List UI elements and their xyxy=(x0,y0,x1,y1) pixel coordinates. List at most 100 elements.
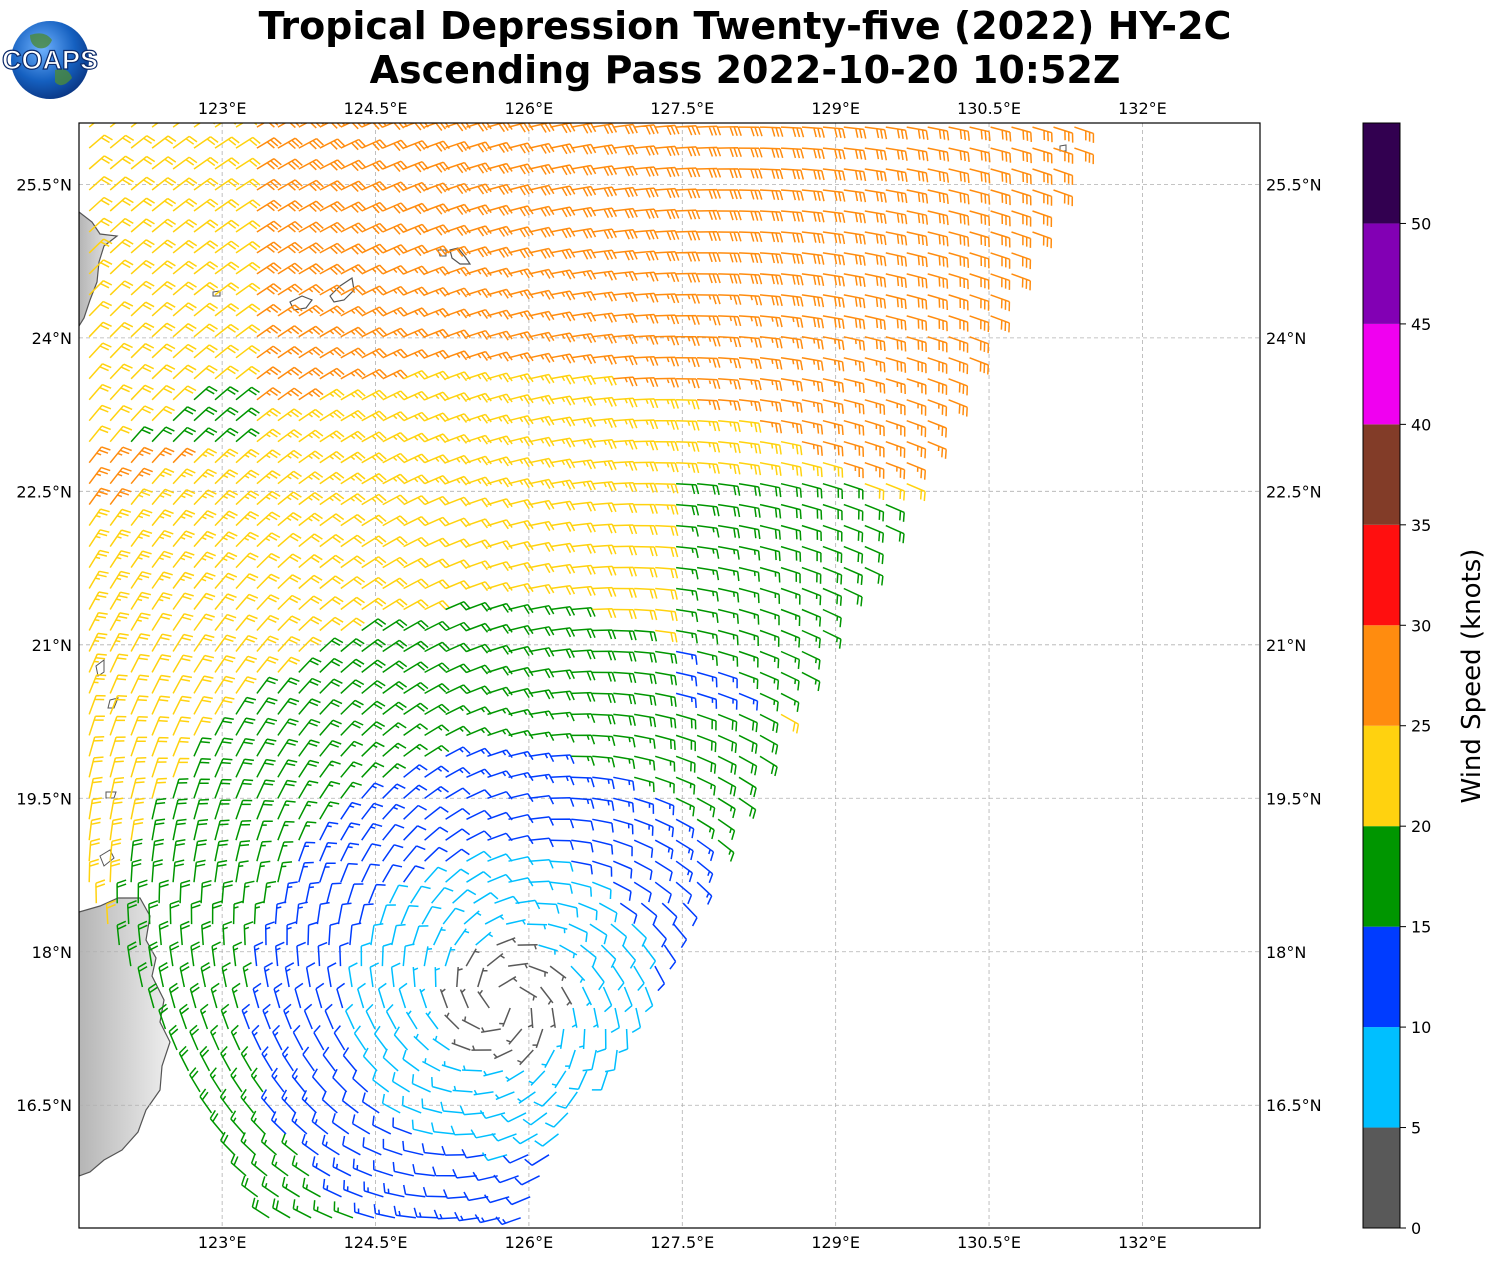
wind-barb xyxy=(487,435,513,446)
wind-barb xyxy=(256,758,276,778)
wind-barb xyxy=(361,285,387,296)
wind-barb xyxy=(235,758,254,778)
wind-barb xyxy=(403,265,429,276)
wind-barb xyxy=(361,721,386,736)
wind-barb xyxy=(168,982,179,1009)
wind-barb xyxy=(283,1003,292,1030)
wind-barb xyxy=(487,602,513,613)
wind-barb xyxy=(403,619,429,632)
wind-barb xyxy=(718,252,742,263)
wind-barb xyxy=(88,797,102,820)
wind-barb xyxy=(88,674,107,694)
wind-barb xyxy=(759,126,784,137)
wind-barb xyxy=(433,1209,458,1220)
wind-barb xyxy=(571,480,596,491)
wind-barb xyxy=(822,399,844,414)
wind-barb xyxy=(550,479,576,490)
wind-barb xyxy=(571,1007,578,1028)
wind-barb xyxy=(655,545,679,558)
wind-barb xyxy=(529,858,554,869)
wind-barb xyxy=(613,292,638,303)
wind-barb xyxy=(759,399,783,413)
wind-barb xyxy=(969,357,990,375)
wind-barb xyxy=(592,312,617,323)
wind-barb xyxy=(393,1026,409,1051)
wind-barb xyxy=(151,612,173,631)
wind-barb xyxy=(109,674,128,694)
wind-barb xyxy=(759,378,783,391)
wind-barb xyxy=(517,1091,536,1104)
wind-barb xyxy=(948,210,970,226)
wind-barb xyxy=(256,490,281,506)
wind-barb xyxy=(885,483,906,501)
wind-barb xyxy=(592,565,617,576)
wind-barb xyxy=(340,679,365,694)
wind-barb xyxy=(151,818,166,841)
wind-barb xyxy=(456,967,463,988)
wind-barb xyxy=(655,272,680,283)
wind-barb xyxy=(621,944,637,969)
wind-barb xyxy=(801,440,823,456)
wind-barb xyxy=(634,419,659,430)
wind-barb xyxy=(382,411,408,422)
wind-barb xyxy=(151,426,175,443)
wind-barb xyxy=(424,683,450,695)
colorbar-bin xyxy=(1363,725,1400,827)
wind-barb xyxy=(235,511,260,527)
wind-barb xyxy=(340,617,365,632)
wind-barb xyxy=(319,367,345,380)
wind-barb xyxy=(505,1070,525,1083)
wind-barb xyxy=(193,177,219,191)
wind-barb xyxy=(843,399,865,415)
wind-barb xyxy=(822,419,844,436)
wind-barb xyxy=(696,587,719,602)
wind-barb xyxy=(550,1007,556,1028)
wind-barb xyxy=(277,262,303,275)
wind-barb xyxy=(109,384,133,401)
wind-barb xyxy=(424,537,450,548)
wind-barb xyxy=(277,429,303,443)
wind-barb xyxy=(214,303,240,317)
wind-barb xyxy=(353,1025,367,1051)
wind-barb xyxy=(676,293,701,304)
wind-barb xyxy=(864,294,887,309)
wind-barb xyxy=(466,246,492,258)
wind-barb xyxy=(655,251,680,262)
wind-barb xyxy=(130,322,155,338)
wind-barb xyxy=(151,550,174,569)
colorbar-frame xyxy=(1362,122,1401,1229)
wind-barb xyxy=(655,608,678,622)
wind-barb xyxy=(592,165,618,177)
wind-barb xyxy=(571,417,597,428)
wind-barb xyxy=(151,716,170,736)
wind-barb xyxy=(487,267,513,278)
wind-barb xyxy=(717,692,738,710)
wind-barb xyxy=(88,321,112,338)
wind-barb xyxy=(319,575,344,590)
wind-barb xyxy=(990,168,1012,184)
wind-barb xyxy=(424,391,450,402)
wind-barb xyxy=(251,1197,270,1219)
wind-barb xyxy=(1011,147,1032,164)
wind-barb xyxy=(340,534,366,548)
wind-barb xyxy=(403,286,429,297)
wind-barb xyxy=(382,139,408,152)
wind-barb xyxy=(443,1189,468,1200)
wind-barb xyxy=(738,315,763,327)
wind-barb xyxy=(533,1091,557,1107)
wind-barb xyxy=(487,665,513,676)
wind-barb xyxy=(655,398,680,409)
wind-barb xyxy=(697,125,722,136)
wind-barb xyxy=(655,440,679,452)
wind-barb xyxy=(209,1067,222,1093)
wind-barb xyxy=(906,210,929,225)
wind-barb xyxy=(655,461,679,473)
wind-barb xyxy=(571,459,596,470)
wind-barb xyxy=(906,147,929,162)
wind-barb xyxy=(403,578,429,590)
luzon-coast xyxy=(79,897,171,1177)
wind-barb xyxy=(515,899,541,910)
wind-barb xyxy=(571,164,597,176)
wind-barb xyxy=(151,488,175,506)
